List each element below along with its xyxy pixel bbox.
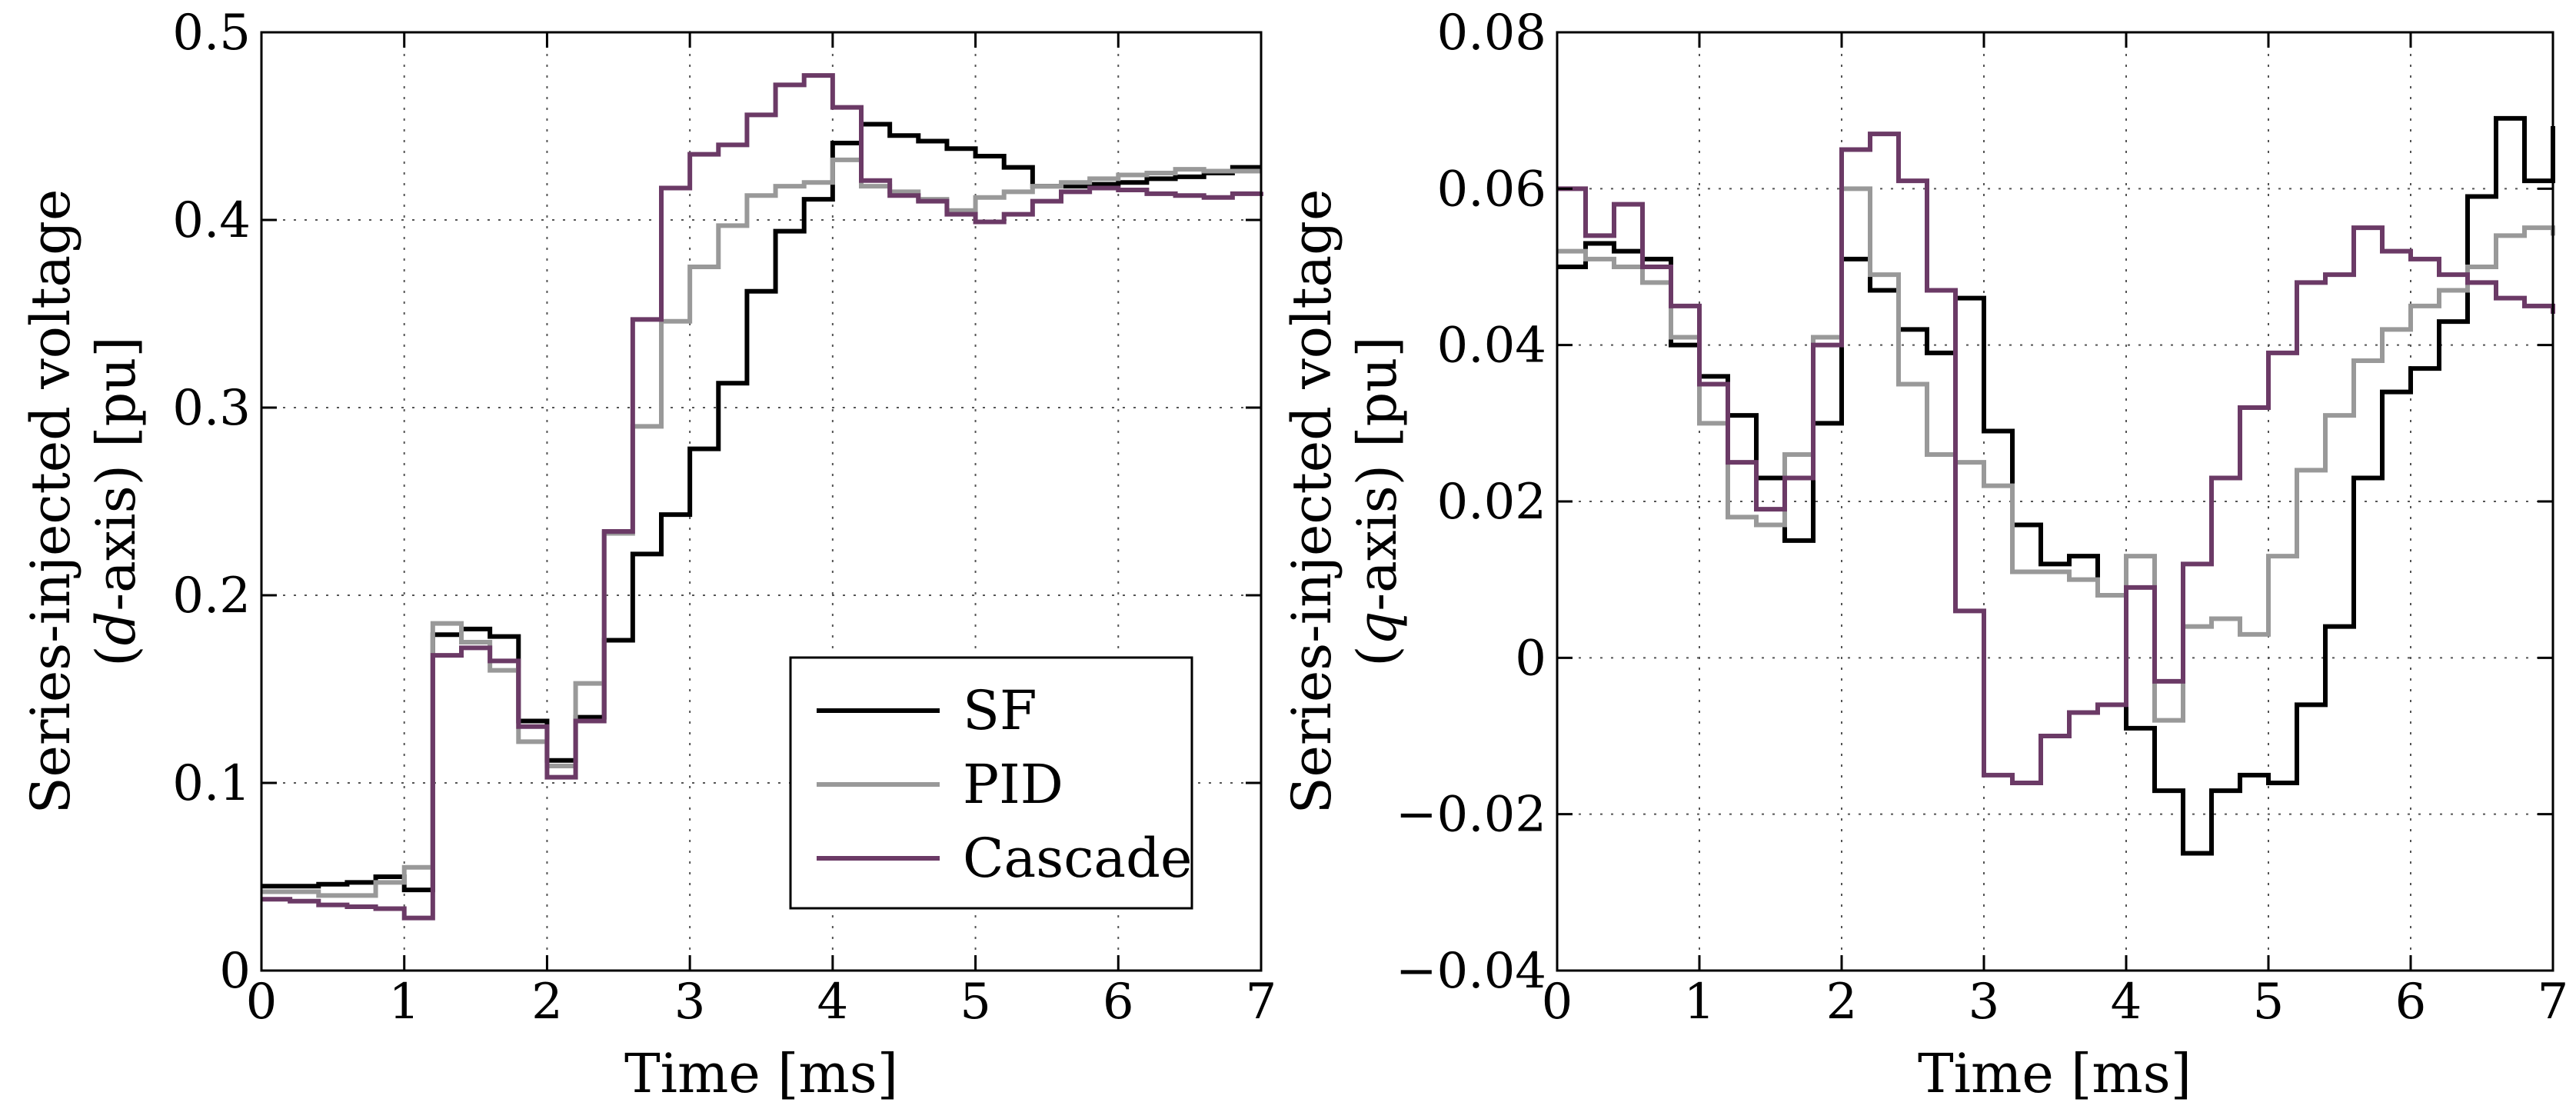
legend-label-cascade: Cascade xyxy=(963,827,1192,890)
x-tick-label: 0 xyxy=(246,974,278,1031)
y-tick-label: 0.06 xyxy=(1437,161,1547,218)
q-axis-plot: 0 1 2 3 4 5 6 7 −0.04 −0.02 0 0.02 0.04 0.06 0.08 Tim… xyxy=(1280,5,2568,1105)
x-tick-label: 2 xyxy=(531,974,563,1031)
d-axis-plot: 0 1 2 3 4 5 6 7 0 0.1 0.2 0.3 0.4 0.5 Time [ms] Seri… xyxy=(19,5,1276,1105)
y-tick-label: −0.02 xyxy=(1396,787,1546,844)
legend: SF PID Cascade xyxy=(789,656,1193,910)
series-line-cascade xyxy=(1557,132,2555,785)
y-axis-label-line2: (q-axis) [pu] xyxy=(1346,336,1409,666)
y-tick-label: 0.5 xyxy=(172,5,251,62)
x-tick-label: 4 xyxy=(817,974,848,1031)
y-tick-label: 0 xyxy=(1515,630,1546,687)
x-axis-label: Time [ms] xyxy=(624,1042,898,1105)
tick-marks xyxy=(1556,31,2554,972)
y-axis-label-line2: (d-axis) [pu] xyxy=(85,336,148,666)
series-line-cascade xyxy=(261,73,1263,921)
legend-label-pid: PID xyxy=(963,753,1063,816)
x-tick-label: 1 xyxy=(388,974,420,1031)
x-tick-labels: 0 1 2 3 4 5 6 7 xyxy=(246,974,1277,1031)
y-axis-label-line1: Series-injected voltage xyxy=(1280,189,1343,814)
y-tick-labels: −0.04 −0.02 0 0.02 0.04 0.06 0.08 xyxy=(1396,5,1546,1000)
grid-lines xyxy=(1557,32,2553,971)
y-tick-label: 0.08 xyxy=(1437,5,1547,62)
x-tick-label: 1 xyxy=(1684,974,1716,1031)
series-lines xyxy=(1557,115,2555,856)
y-tick-label: 0.2 xyxy=(172,568,251,624)
x-axis-label: Time [ms] xyxy=(1918,1042,2192,1105)
x-tick-label: 7 xyxy=(1246,974,1277,1031)
x-tick-label: 4 xyxy=(2111,974,2142,1031)
y-tick-label: 0.1 xyxy=(172,755,251,812)
series-line-pid xyxy=(1557,186,2555,723)
tick-marks xyxy=(260,31,1263,972)
y-tick-labels: 0 0.1 0.2 0.3 0.4 0.5 xyxy=(172,5,251,1000)
y-tick-label: 0.4 xyxy=(172,192,251,249)
x-tick-labels: 0 1 2 3 4 5 6 7 xyxy=(1542,974,2569,1031)
x-tick-label: 3 xyxy=(674,974,706,1031)
x-tick-label: 3 xyxy=(1969,974,2000,1031)
y-tick-label: 0.02 xyxy=(1437,474,1547,531)
x-tick-label: 5 xyxy=(960,974,991,1031)
y-tick-label: 0.3 xyxy=(172,380,251,437)
x-tick-label: 2 xyxy=(1826,974,1858,1031)
legend-label-sf: SF xyxy=(963,679,1037,742)
x-tick-label: 5 xyxy=(2253,974,2285,1031)
plot-background xyxy=(1557,32,2553,971)
y-tick-label: 0.04 xyxy=(1437,318,1547,375)
plot-frame xyxy=(260,31,1263,972)
x-tick-label: 6 xyxy=(2395,974,2427,1031)
x-tick-label: 7 xyxy=(2538,974,2569,1031)
series-lines xyxy=(261,73,1263,921)
y-axis-label-line1: Series-injected voltage xyxy=(19,189,82,814)
y-tick-label: −0.04 xyxy=(1396,943,1546,1000)
y-tick-label: 0 xyxy=(219,943,251,1000)
x-tick-label: 6 xyxy=(1103,974,1134,1031)
series-line-pid xyxy=(261,157,1261,898)
x-tick-label: 0 xyxy=(1542,974,1573,1031)
